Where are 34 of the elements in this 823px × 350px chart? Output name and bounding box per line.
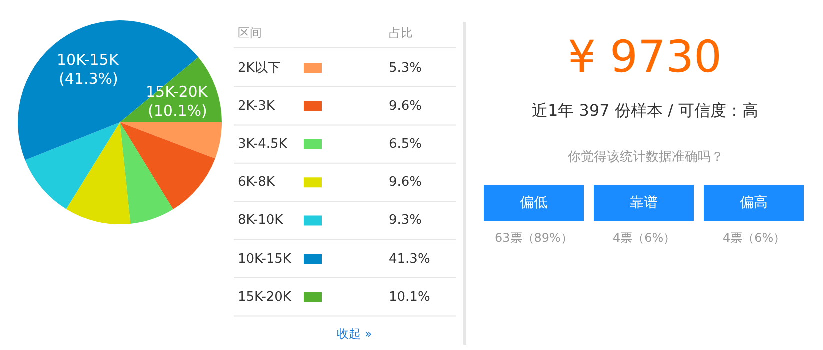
legend-label: 3K-4.5K: [238, 137, 288, 152]
text: 近1年 397 份样本 / 可信度：高: [532, 101, 758, 120]
slice-label: 10K-15K: [57, 51, 120, 69]
pie-slice: [120, 122, 174, 224]
text: 63票（89%）: [495, 231, 573, 245]
pie-slice: [25, 122, 120, 210]
text: 偏低: [520, 195, 548, 211]
legend-label: 10K-15K: [238, 252, 292, 267]
data-label: 9.6%: [389, 99, 422, 114]
legend-label: 2K以下: [238, 61, 281, 76]
data-label: 9.3%: [389, 213, 422, 228]
text: 收起 »: [337, 327, 372, 341]
text: 偏高: [740, 195, 768, 211]
data-label: 10.1%: [389, 290, 430, 305]
pie-slice: [120, 122, 222, 159]
text: (10.1%): [148, 102, 208, 120]
data-label: 41.3%: [389, 252, 430, 267]
text: 靠谱: [630, 195, 658, 211]
text: 4票（6%）: [613, 231, 676, 245]
pie-slice: [120, 122, 216, 210]
text: 4票（6%）: [723, 231, 786, 245]
legend-label: 8K-10K: [238, 213, 284, 228]
data-label: 6.5%: [389, 137, 422, 152]
legend-label: 15K-20K: [238, 290, 292, 305]
data-label: 5.3%: [389, 61, 422, 76]
text: (41.3%): [59, 70, 118, 88]
pie-slice: [66, 122, 131, 224]
text: 占比: [389, 26, 413, 40]
text: 你觉得该统计数据准确吗？: [567, 149, 724, 165]
legend-label: 6K-8K: [238, 175, 276, 190]
legend-label: 2K-3K: [238, 99, 276, 114]
data-label: 9.6%: [389, 175, 422, 190]
text: ¥ 9730: [568, 32, 722, 83]
text: 区间: [238, 26, 262, 40]
